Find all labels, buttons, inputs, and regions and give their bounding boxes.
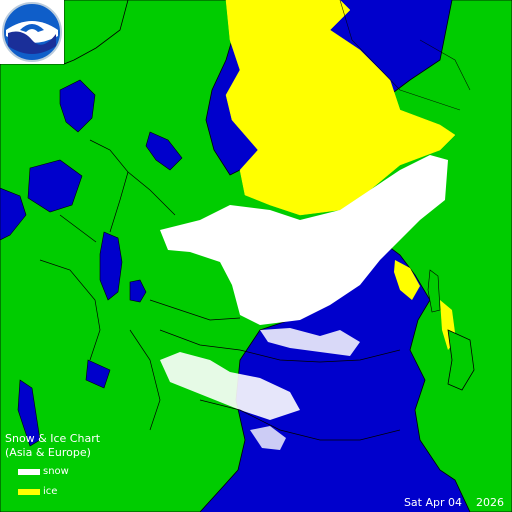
country-borders [39,139,401,441]
scattered-snow [250,426,286,450]
caspian-sea [99,231,123,301]
noaa-logo-icon [2,2,62,62]
legend-subtitle: (Asia & Europe) [5,446,91,459]
legend-label-snow: snow [43,466,69,477]
japan-islands [447,329,475,391]
siberia-snow [160,155,448,325]
legend-item-ice: ice [18,486,57,498]
snow-swatch [18,469,40,475]
date-stamp: Sat Apr 04 2026 [403,496,504,509]
baltic-sea [59,79,96,133]
ice-swatch [18,489,40,495]
legend-item-snow: snow [18,466,69,478]
graticule [339,0,471,111]
mongolia-snow [260,328,360,356]
tibet-snow [160,352,300,420]
black-sea [27,159,83,213]
aral-sea [129,279,147,303]
noaa-logo [0,0,64,64]
mediterranean-sea [0,187,27,241]
ice-east-coast [394,260,420,300]
white-sea [145,131,183,171]
sakhalin [427,269,441,313]
legend-title: Snow & Ice Chart [5,432,101,445]
greenland [63,0,129,65]
red-sea [17,379,41,447]
legend-label-ice: ice [43,486,58,497]
persian-gulf [85,359,111,389]
